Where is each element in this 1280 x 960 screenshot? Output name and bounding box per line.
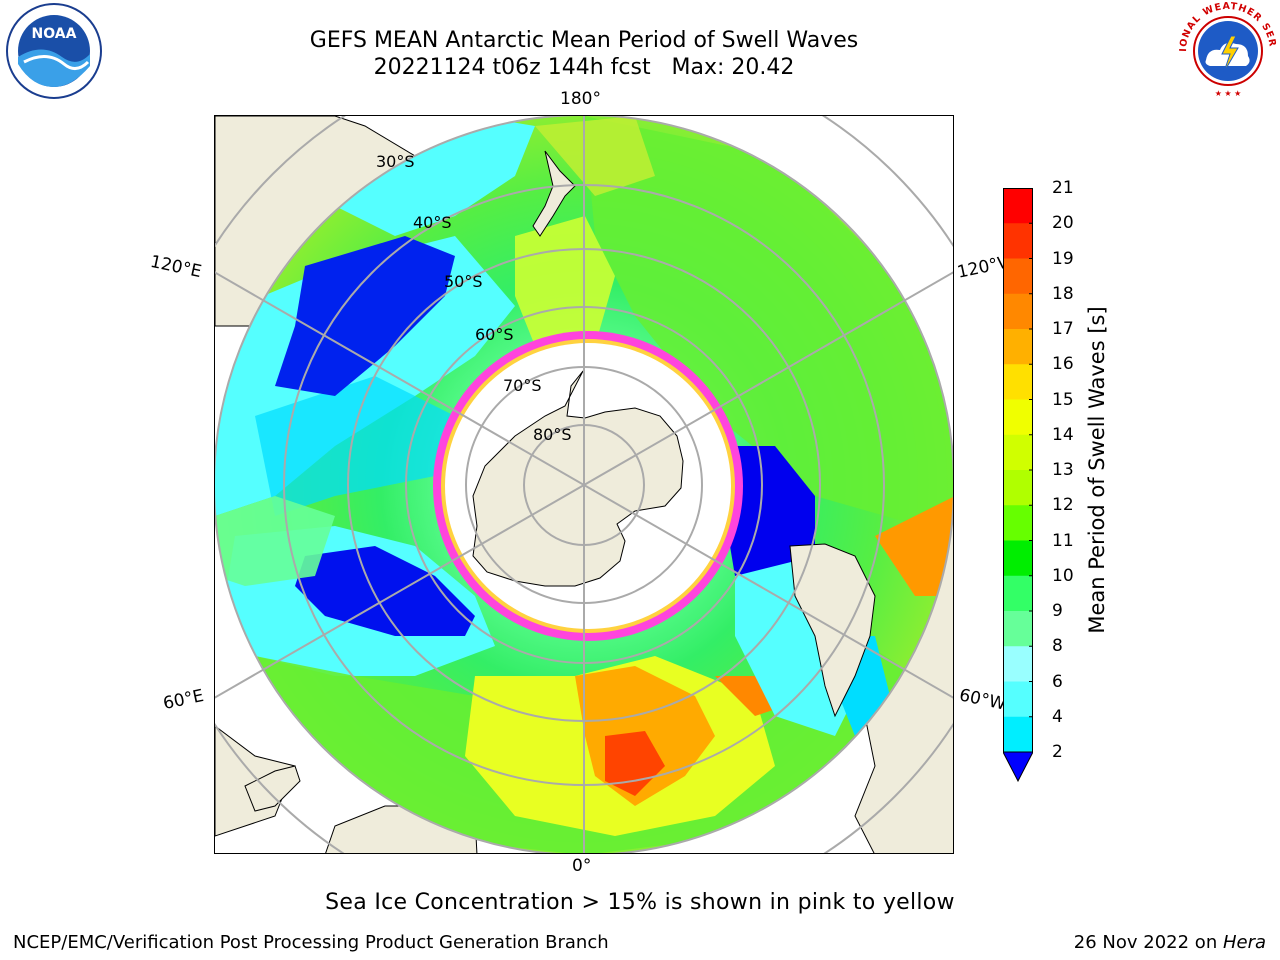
colorbar-tick-label: 17 — [1052, 319, 1074, 339]
colorbar-tick-label: 19 — [1052, 248, 1074, 269]
colorbar-tick-label: 9 — [1052, 601, 1063, 621]
footer-machine: Hera — [1222, 932, 1266, 953]
colorbar-segment — [1003, 293, 1033, 330]
colorbar-segment — [1003, 505, 1033, 541]
colorbar-tick-label: 18 — [1052, 283, 1074, 304]
lon-label-lower-right: 60°W — [957, 685, 1008, 715]
colorbar-segment — [1003, 716, 1033, 753]
svg-text:NOAA: NOAA — [32, 26, 77, 42]
footer-date: 26 Nov 2022 on Hera — [1074, 932, 1266, 953]
graticule — [215, 116, 953, 853]
colorbar-segment — [1003, 540, 1033, 577]
lon-label-top: 180° — [560, 89, 601, 109]
colorbar-segment — [1003, 575, 1033, 612]
nws-logo-icon: NATIONAL WEATHER SERVICE ★ ★ ★ — [1176, 0, 1277, 100]
colorbar-tick-label: 14 — [1052, 424, 1074, 445]
page-title: GEFS MEAN Antarctic Mean Period of Swell… — [309, 28, 859, 53]
lon-label-lower-left: 60°E — [161, 685, 206, 715]
colorbar-tick-label: 10 — [1052, 565, 1074, 586]
colorbar-segment — [1003, 258, 1033, 295]
colorbar-tick-label: 12 — [1052, 495, 1074, 516]
colorbar-segment — [1003, 434, 1033, 471]
colorbar-tick-label: 21 — [1052, 178, 1074, 198]
colorbar-segment — [1003, 329, 1033, 365]
colorbar-tick-label: 11 — [1052, 530, 1074, 551]
colorbar-tick-label: 2 — [1052, 742, 1063, 762]
colorbar-segment — [1003, 646, 1033, 682]
land-south-america — [789, 543, 876, 718]
land-new-zealand — [532, 150, 576, 237]
land-madagascar — [244, 765, 301, 812]
lat-label-60s: 60°S — [475, 325, 514, 344]
colorbar-segment — [1003, 399, 1033, 436]
lat-label-80s: 80°S — [533, 425, 572, 444]
noaa-logo-icon: NOAA — [6, 3, 102, 99]
footer-credit: NCEP/EMC/Verification Post Processing Pr… — [13, 932, 609, 953]
colorbar-label: Mean Period of Swell Waves [s] — [1085, 306, 1109, 634]
colorbar-tick-label: 8 — [1052, 636, 1063, 657]
lat-label-70s: 70°S — [503, 376, 542, 395]
lat-label-50s: 50°S — [444, 272, 483, 291]
land-antarctica — [472, 370, 684, 587]
colorbar-extend-arrow — [1003, 751, 1033, 782]
colorbar-segment — [1003, 223, 1033, 259]
colorbar — [1003, 188, 1033, 782]
colorbar-tick-label: 15 — [1052, 389, 1074, 410]
lat-label-30s: 30°S — [376, 152, 415, 171]
page-subtitle: 20221124 t06z 144h fcst Max: 20.42 — [373, 55, 795, 80]
colorbar-tick-label: 6 — [1052, 671, 1063, 692]
colorbar-tick-label: 4 — [1052, 706, 1063, 727]
colorbar-segment — [1003, 681, 1033, 718]
colorbar-tick-label: 16 — [1052, 354, 1074, 375]
footer-date-text: 26 Nov 2022 on — [1073, 932, 1223, 953]
colorbar-tick-label: 20 — [1052, 213, 1074, 234]
colorbar-segment — [1003, 470, 1033, 506]
colorbar-segment — [1003, 188, 1033, 224]
lon-label-bottom: 0° — [572, 856, 592, 876]
lon-label-upper-left: 120°E — [148, 251, 204, 283]
lat-label-40s: 40°S — [413, 213, 452, 232]
svg-text:★ ★ ★: ★ ★ ★ — [1215, 89, 1242, 98]
polar-map — [214, 115, 954, 854]
colorbar-segment — [1003, 611, 1033, 647]
sea-ice-note: Sea Ice Concentration > 15% is shown in … — [325, 890, 955, 915]
colorbar-tick-label: 13 — [1052, 460, 1074, 480]
colorbar-segment — [1003, 364, 1033, 400]
